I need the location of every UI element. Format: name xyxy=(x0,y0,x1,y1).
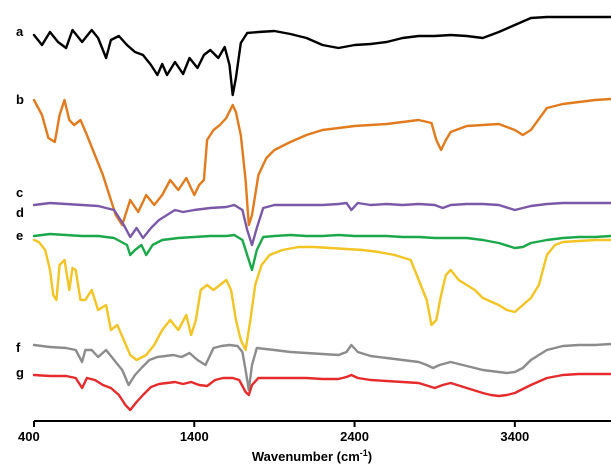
series-line-g xyxy=(32,372,611,412)
x-axis-title-close: ) xyxy=(368,449,372,464)
curve-label-d: d xyxy=(16,205,24,220)
series-line-e xyxy=(32,232,611,272)
curve-label-c: c xyxy=(16,185,23,200)
curve-label-e: e xyxy=(16,228,23,243)
series-line-c xyxy=(32,201,611,247)
curve-label-f: f xyxy=(16,340,21,355)
x-axis-title: Wavenumber (cm-1) xyxy=(252,448,372,464)
x-tick-label: 3400 xyxy=(500,429,529,444)
x-tick-label: 1400 xyxy=(180,429,209,444)
x-axis-ticks: 400 1400 2400 3400 xyxy=(18,421,529,444)
series-line-f xyxy=(32,342,611,392)
curve-label-a: a xyxy=(16,24,24,39)
series-line-yellow xyxy=(32,238,611,362)
x-axis-title-main: Wavenumber (cm xyxy=(252,449,360,464)
curve-label-g: g xyxy=(16,365,24,380)
curve-labels: a b cde fg xyxy=(16,24,24,380)
x-tick-label: 400 xyxy=(18,429,40,444)
series-layer xyxy=(32,15,611,412)
series-line-b xyxy=(32,97,611,227)
curve-label-b: b xyxy=(16,92,24,107)
x-tick-label: 2400 xyxy=(340,429,369,444)
x-axis-title-sup: -1 xyxy=(360,448,368,458)
x-axis: 400 1400 2400 3400 xyxy=(18,420,611,444)
series-line-a xyxy=(32,15,611,97)
